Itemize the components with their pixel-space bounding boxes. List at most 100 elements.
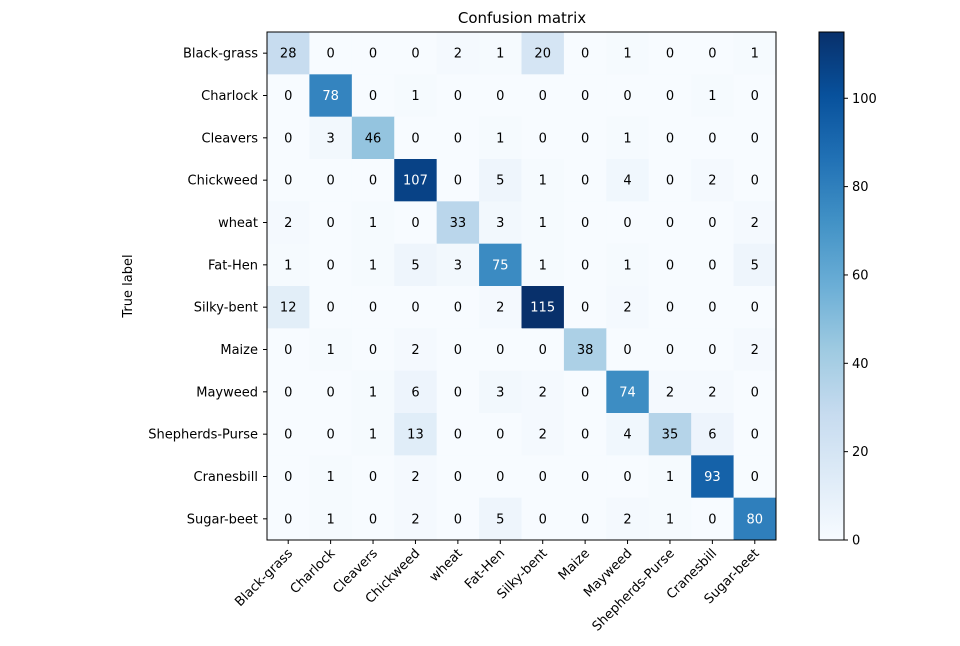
cell-value-label: 0 [454, 385, 462, 400]
cell-value-label: 0 [496, 89, 504, 104]
cell-value-label: 1 [666, 470, 674, 485]
heatmap-cell [267, 159, 310, 202]
cell-value-label: 0 [581, 174, 589, 189]
heatmap-cell [521, 286, 565, 329]
cell-value-label: 0 [326, 258, 334, 273]
cell-value-label: 0 [496, 470, 504, 485]
cell-value-label: 0 [369, 174, 377, 189]
cell-value-label: 0 [411, 216, 419, 231]
heatmap-cell [351, 32, 395, 75]
heatmap-cell [436, 74, 480, 118]
cell-value-label: 0 [581, 385, 589, 400]
heatmap-cell [394, 328, 438, 372]
heatmap-cell [351, 116, 395, 160]
heatmap-cell [309, 455, 353, 499]
cell-value-label: 0 [666, 343, 674, 358]
heatmap-cell [394, 413, 438, 456]
cell-value-label: 3 [326, 131, 334, 146]
heatmap-cell [394, 159, 438, 202]
heatmap-cell [521, 201, 565, 245]
cell-value-label: 0 [751, 470, 759, 485]
heatmap-cell [479, 455, 522, 499]
heatmap-cell [309, 74, 353, 118]
cell-value-label: 1 [326, 470, 334, 485]
heatmap-cell [521, 74, 565, 118]
cell-value-label: 0 [539, 131, 547, 146]
cell-value-label: 2 [411, 470, 419, 485]
heatmap-cell [436, 413, 480, 456]
heatmap-cell [563, 286, 607, 329]
cell-value-label: 0 [284, 512, 292, 527]
cell-value-label: 0 [284, 343, 292, 358]
heatmap-cell [733, 497, 777, 541]
heatmap-cell [648, 116, 692, 160]
cell-value-label: 0 [539, 512, 547, 527]
colorbar-tick-label: 40 [852, 357, 869, 372]
cell-value-label: 2 [708, 385, 716, 400]
cell-value-label: 1 [496, 47, 504, 62]
heatmap-cell [563, 413, 607, 456]
heatmap-cell [691, 74, 735, 118]
cell-value-label: 33 [450, 216, 467, 231]
heatmap-cell [521, 243, 565, 287]
heatmap-cell [733, 370, 777, 414]
heatmap-cell [606, 74, 650, 118]
heatmap-cell [479, 286, 522, 329]
cell-value-label: 0 [581, 216, 589, 231]
heatmap-cell [267, 328, 310, 372]
cell-value-label: 0 [369, 47, 377, 62]
cell-value-label: 1 [369, 385, 377, 400]
cell-value-label: 13 [407, 428, 424, 443]
heatmap-cell [479, 116, 522, 160]
heatmap-cell [351, 243, 395, 287]
cell-value-label: 46 [365, 131, 382, 146]
heatmap-cell [267, 497, 310, 541]
heatmap-cell [394, 286, 438, 329]
cell-value-label: 0 [454, 174, 462, 189]
cell-value-label: 2 [411, 343, 419, 358]
heatmap-cell [733, 32, 777, 75]
heatmap-cell [733, 455, 777, 499]
cell-value-label: 1 [539, 258, 547, 273]
heatmap-cell [563, 243, 607, 287]
cell-value-label: 0 [666, 258, 674, 273]
cell-value-label: 0 [369, 301, 377, 316]
cell-value-label: 5 [411, 258, 419, 273]
cell-value-label: 0 [454, 89, 462, 104]
heatmap-cell [309, 32, 353, 75]
heatmap-cell [691, 159, 735, 202]
cell-value-label: 0 [751, 89, 759, 104]
colorbar-tick-label: 100 [852, 92, 877, 107]
cell-value-label: 0 [623, 89, 631, 104]
heatmap-cell [267, 116, 310, 160]
cell-value-label: 1 [411, 89, 419, 104]
heatmap-cell [267, 74, 310, 118]
cell-value-label: 0 [411, 47, 419, 62]
cell-value-label: 0 [708, 301, 716, 316]
heatmap-cell [733, 243, 777, 287]
x-tick-label: Charlock [288, 546, 339, 597]
heatmap-cell [309, 243, 353, 287]
heatmap-cell [394, 455, 438, 499]
heatmap-cell [691, 370, 735, 414]
cell-value-label: 0 [369, 343, 377, 358]
cell-value-label: 6 [411, 385, 419, 400]
cell-value-label: 2 [666, 385, 674, 400]
cell-value-label: 1 [623, 258, 631, 273]
cell-value-label: 0 [708, 343, 716, 358]
heatmap-cell [733, 201, 777, 245]
cell-value-label: 1 [623, 131, 631, 146]
cell-value-label: 0 [751, 385, 759, 400]
heatmap-cell [648, 32, 692, 75]
cell-value-label: 1 [369, 428, 377, 443]
cell-value-label: 4 [623, 174, 631, 189]
cell-value-label: 2 [623, 512, 631, 527]
heatmap-cell [648, 455, 692, 499]
heatmap-cell [563, 32, 607, 75]
y-tick-label: wheat [218, 216, 258, 231]
cell-value-label: 0 [411, 131, 419, 146]
cell-value-label: 4 [623, 428, 631, 443]
cell-value-label: 0 [496, 428, 504, 443]
y-tick-label: Maize [220, 343, 258, 358]
